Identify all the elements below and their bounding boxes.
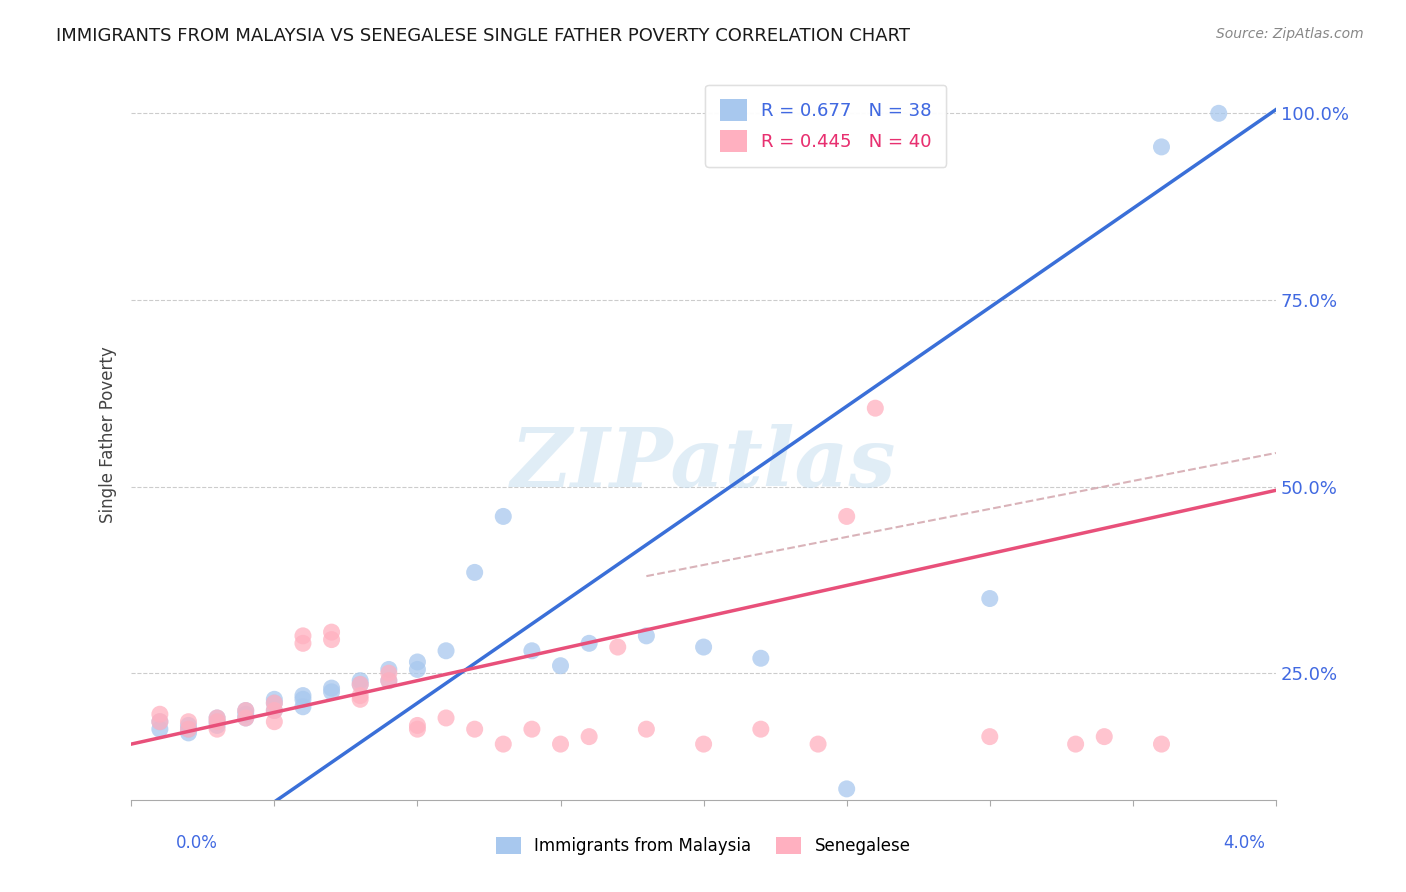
Point xyxy=(177,718,200,732)
Point xyxy=(149,722,172,736)
Point xyxy=(263,696,285,710)
Point xyxy=(349,677,371,691)
Text: ZIPatlas: ZIPatlas xyxy=(510,424,897,504)
Point xyxy=(406,722,429,736)
Point xyxy=(177,726,200,740)
Point xyxy=(807,737,830,751)
Point xyxy=(205,714,228,729)
Point xyxy=(321,681,343,695)
Point xyxy=(321,632,343,647)
Point xyxy=(550,658,572,673)
Point xyxy=(149,714,172,729)
Point xyxy=(349,673,371,688)
Point xyxy=(378,673,401,688)
Point xyxy=(235,711,257,725)
Point xyxy=(263,704,285,718)
Point xyxy=(235,704,257,718)
Text: 0.0%: 0.0% xyxy=(176,834,218,852)
Point xyxy=(1208,106,1230,120)
Text: 4.0%: 4.0% xyxy=(1223,834,1265,852)
Point xyxy=(149,707,172,722)
Point xyxy=(205,711,228,725)
Point xyxy=(263,692,285,706)
Point xyxy=(835,781,858,796)
Point xyxy=(349,677,371,691)
Legend: R = 0.677   N = 38, R = 0.445   N = 40: R = 0.677 N = 38, R = 0.445 N = 40 xyxy=(706,85,946,167)
Point xyxy=(149,714,172,729)
Point xyxy=(235,711,257,725)
Point xyxy=(434,644,457,658)
Point xyxy=(177,722,200,736)
Point xyxy=(979,591,1001,606)
Point xyxy=(835,509,858,524)
Point xyxy=(291,636,314,650)
Point xyxy=(606,640,628,654)
Point xyxy=(321,625,343,640)
Point xyxy=(177,722,200,736)
Point xyxy=(692,737,714,751)
Point xyxy=(406,718,429,732)
Point xyxy=(263,696,285,710)
Point xyxy=(291,689,314,703)
Point xyxy=(636,722,658,736)
Point xyxy=(291,629,314,643)
Point xyxy=(1092,730,1115,744)
Point xyxy=(321,685,343,699)
Point xyxy=(578,730,600,744)
Point xyxy=(291,692,314,706)
Point xyxy=(520,722,543,736)
Point xyxy=(464,566,486,580)
Point xyxy=(464,722,486,736)
Point xyxy=(979,730,1001,744)
Point xyxy=(349,692,371,706)
Point xyxy=(205,718,228,732)
Point xyxy=(749,722,772,736)
Point xyxy=(205,722,228,736)
Point xyxy=(692,640,714,654)
Legend: Immigrants from Malaysia, Senegalese: Immigrants from Malaysia, Senegalese xyxy=(489,830,917,862)
Point xyxy=(434,711,457,725)
Point xyxy=(263,704,285,718)
Point xyxy=(378,673,401,688)
Text: Source: ZipAtlas.com: Source: ZipAtlas.com xyxy=(1216,27,1364,41)
Point xyxy=(177,714,200,729)
Point xyxy=(492,737,515,751)
Point xyxy=(406,655,429,669)
Point xyxy=(205,714,228,729)
Point xyxy=(636,629,658,643)
Y-axis label: Single Father Poverty: Single Father Poverty xyxy=(100,346,117,523)
Point xyxy=(578,636,600,650)
Point xyxy=(550,737,572,751)
Point xyxy=(1150,737,1173,751)
Point xyxy=(492,509,515,524)
Point xyxy=(749,651,772,665)
Text: IMMIGRANTS FROM MALAYSIA VS SENEGALESE SINGLE FATHER POVERTY CORRELATION CHART: IMMIGRANTS FROM MALAYSIA VS SENEGALESE S… xyxy=(56,27,910,45)
Point xyxy=(406,663,429,677)
Point xyxy=(520,644,543,658)
Point xyxy=(263,714,285,729)
Point xyxy=(378,663,401,677)
Point xyxy=(205,711,228,725)
Point xyxy=(349,689,371,703)
Point xyxy=(291,699,314,714)
Point xyxy=(865,401,887,416)
Point xyxy=(1064,737,1087,751)
Point xyxy=(235,707,257,722)
Point xyxy=(1150,140,1173,154)
Point xyxy=(378,666,401,681)
Point xyxy=(235,704,257,718)
